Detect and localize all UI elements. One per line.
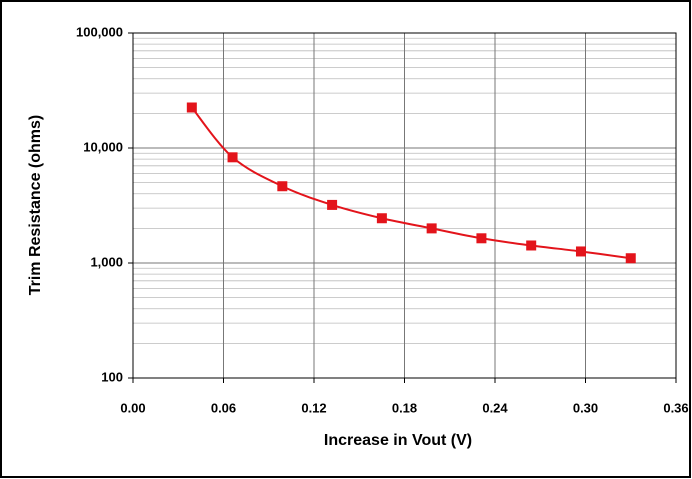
- x-tick-label: 0.06: [211, 400, 236, 415]
- data-point: [327, 199, 338, 210]
- data-point: [186, 102, 197, 113]
- y-tick-label: 100: [101, 369, 123, 384]
- data-point: [426, 223, 437, 234]
- y-tick-label: 100,000: [76, 24, 123, 39]
- x-tick-label: 0.00: [120, 400, 145, 415]
- y-axis-label: Trim Resistance (ohms): [27, 115, 44, 296]
- data-point: [376, 213, 387, 224]
- x-axis-label: Increase in Vout (V): [324, 432, 472, 449]
- series-line: [191, 106, 631, 260]
- data-point: [526, 240, 537, 251]
- x-tick-label: 0.24: [482, 400, 508, 415]
- x-tick-label: 0.30: [573, 400, 598, 415]
- data-point: [277, 181, 288, 192]
- plot-border: [132, 32, 677, 379]
- x-tick-label: 0.36: [663, 400, 688, 415]
- x-tick-label: 0.18: [392, 400, 417, 415]
- x-tick-label: 0.12: [301, 400, 326, 415]
- data-point: [227, 152, 238, 163]
- data-point: [575, 246, 586, 257]
- data-point: [476, 233, 487, 244]
- y-tick-label: 10,000: [83, 139, 123, 154]
- data-point: [625, 253, 636, 264]
- y-tick-label: 1,000: [90, 254, 123, 269]
